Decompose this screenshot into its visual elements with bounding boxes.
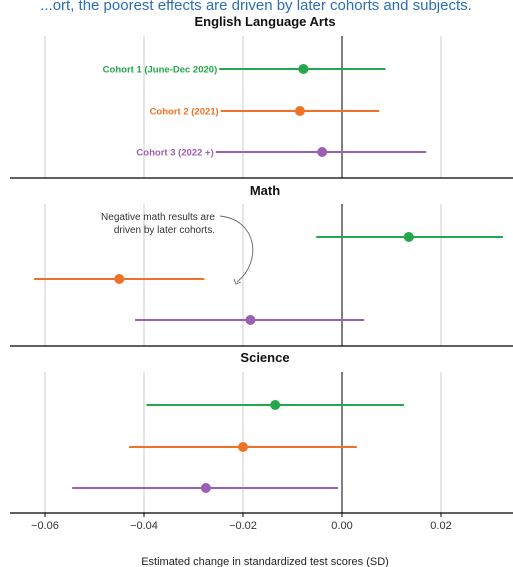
plot-layer: English Language Arts Cohort 1 (June-Dec … xyxy=(10,14,513,532)
header-fragment: ...ort, the poorest effects are driven b… xyxy=(40,0,472,14)
cohort3-point xyxy=(200,483,211,493)
x-axis-label: Estimated change in standardized test sc… xyxy=(141,556,389,567)
panel-1: English Language Arts Cohort 1 (June-Dec … xyxy=(10,14,513,179)
cohort3-label: Cohort 3 (2022 +) xyxy=(136,148,213,159)
x-tick-label: −0.02 xyxy=(229,520,257,532)
cohort1-label: Cohort 1 (June-Dec 2020) xyxy=(103,65,218,76)
x-axis-ticks: −0.06 −0.04 −0.02 0.00 0.02 xyxy=(31,513,452,532)
panel-3: Science xyxy=(10,350,513,514)
math-annotation: Negative math results are driven by later… xyxy=(101,212,254,285)
annotation-arrow xyxy=(219,215,254,283)
x-tick-label: 0.00 xyxy=(331,520,352,532)
cohort3-point xyxy=(317,147,328,157)
cohort2-point xyxy=(294,106,305,116)
annotation-text: Negative math results are driven by later… xyxy=(101,212,215,236)
cohort2-label: Cohort 2 (2021) xyxy=(150,107,219,118)
cohort2-point xyxy=(114,274,125,284)
cohort3-point xyxy=(245,315,256,325)
cohort1-point xyxy=(298,64,309,74)
panel-title: Math xyxy=(250,183,280,198)
cohort1-point xyxy=(270,400,281,410)
panel-title: English Language Arts xyxy=(194,14,335,29)
annotation-line-1: Negative math results are xyxy=(101,212,215,223)
cohort1-point xyxy=(403,232,414,242)
cohort2-point xyxy=(238,442,248,452)
x-tick-label: −0.04 xyxy=(130,520,158,532)
x-tick-label: −0.06 xyxy=(31,520,59,532)
x-tick-label: 0.02 xyxy=(430,520,451,532)
panel-title: Science xyxy=(240,350,289,365)
panel-2: Math Negative math results are driven by l… xyxy=(10,183,513,347)
annotation-line-2: driven by later cohorts. xyxy=(114,225,215,236)
annotation-arrowhead xyxy=(233,278,242,285)
